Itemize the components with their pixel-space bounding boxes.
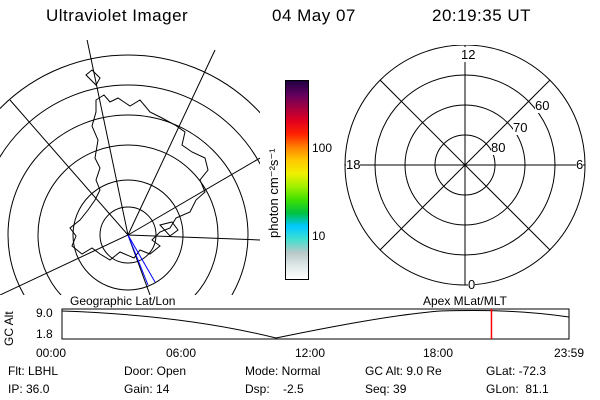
timeline-left-title: Geographic Lat/Lon (70, 294, 176, 308)
mlat-label-70: 70 (513, 120, 528, 135)
geographic-map (0, 40, 260, 295)
timeline-xtick-0: 00:00 (36, 346, 67, 360)
timeline-yaxis-label: GC Alt (2, 311, 16, 346)
info-gain: Gain: 14 (124, 382, 170, 396)
date-label: 04 May 07 (272, 6, 356, 25)
timeline-right-title: Apex MLat/MLT (423, 294, 507, 308)
altitude-curve (61, 310, 570, 339)
info-ip: IP: 36.0 (8, 382, 50, 396)
info-glon: GLon: 81.1 (486, 382, 549, 396)
timeline-ytick-top: 9.0 (36, 306, 53, 320)
instrument-title: Ultraviolet Imager (46, 6, 189, 25)
mlt-label-18: 18 (346, 157, 361, 172)
mlat-label-80: 80 (491, 140, 506, 155)
timeline-xtick-2: 12:00 (295, 346, 326, 360)
mlt-label-0: 0 (468, 277, 476, 292)
time-label: 20:19:35 UT (432, 6, 532, 25)
timeline-xtick-4: 23:59 (554, 346, 585, 360)
timeline-xtick-3: 18:00 (423, 346, 454, 360)
mlt-label-6: 6 (576, 157, 584, 172)
timeline-xtick-1: 06:00 (166, 346, 197, 360)
mlt-label-12: 12 (461, 47, 476, 62)
timeline-ytick-bottom: 1.8 (36, 327, 53, 341)
footprint-track (127, 234, 156, 286)
mlat-label-60: 60 (535, 98, 550, 113)
latitude-circles (0, 54, 260, 295)
info-filter: Flt: LBHL (8, 364, 59, 378)
coastline (69, 94, 209, 261)
colorbar-tick-100: 100 (312, 141, 333, 155)
polar-grid (344, 45, 586, 286)
info-dsp: Dsp: -2.5 (245, 382, 304, 396)
info-gc-alt: GC Alt: 9.0 Re (365, 364, 442, 378)
info-glat: GLat: -72.3 (486, 364, 547, 378)
timeline-frame (61, 308, 570, 340)
colorbar-tick-10: 10 (312, 229, 326, 243)
timeline-plot (61, 308, 570, 340)
meridian-lines (0, 40, 260, 295)
info-seq: Seq: 39 (365, 382, 407, 396)
colorbar (285, 80, 309, 280)
info-mode: Mode: Normal (245, 364, 321, 378)
info-door: Door: Open (124, 364, 187, 378)
